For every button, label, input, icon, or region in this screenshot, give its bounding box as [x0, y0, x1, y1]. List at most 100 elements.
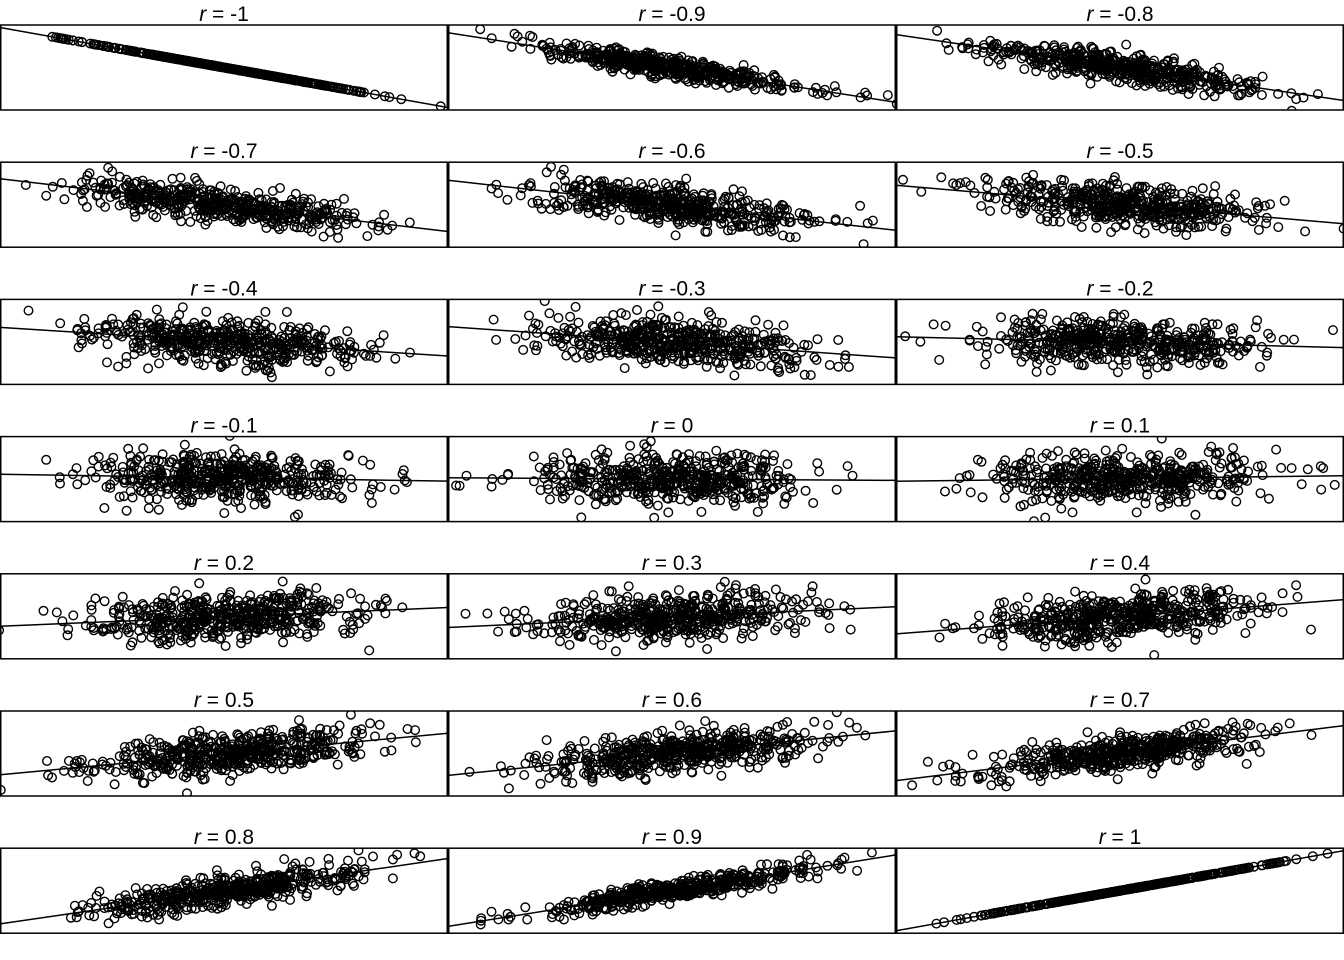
- data-point: [264, 352, 275, 363]
- data-point: [1131, 328, 1142, 339]
- data-point: [731, 199, 742, 210]
- data-point: [247, 337, 258, 348]
- data-point: [808, 87, 819, 98]
- data-point: [1210, 181, 1221, 192]
- data-point: [56, 177, 67, 188]
- data-point: [963, 37, 974, 48]
- data-point: [1085, 78, 1096, 89]
- data-point: [794, 208, 805, 219]
- data-point: [670, 68, 681, 79]
- data-point: [524, 310, 535, 321]
- data-point: [758, 329, 769, 340]
- data-point: [1054, 216, 1065, 227]
- data-point: [753, 225, 764, 236]
- data-point: [202, 215, 213, 226]
- data-point: [1047, 186, 1058, 197]
- data-point: [174, 351, 185, 362]
- data-point: [502, 194, 513, 205]
- data-point: [201, 306, 212, 317]
- data-point: [679, 182, 690, 193]
- data-point: [597, 320, 608, 331]
- data-point: [198, 360, 209, 371]
- data-point: [216, 459, 227, 470]
- scatter-panel: r = -0.4: [0, 277, 448, 386]
- data-point: [192, 341, 203, 352]
- data-point: [235, 199, 246, 210]
- data-point: [649, 344, 660, 355]
- data-point: [1067, 349, 1078, 360]
- data-point: [320, 490, 331, 501]
- panel-title-prefix: r: [1086, 3, 1094, 26]
- data-point: [654, 57, 665, 68]
- data-point: [121, 505, 132, 516]
- panel-title: r = -0.6: [638, 140, 705, 163]
- data-point: [242, 355, 253, 366]
- data-point: [557, 341, 568, 352]
- data-point: [1137, 181, 1148, 192]
- data-point: [167, 173, 178, 184]
- data-point: [276, 343, 287, 354]
- data-point: [734, 335, 745, 346]
- data-point: [780, 335, 791, 346]
- data-point: [699, 347, 710, 358]
- data-point: [609, 62, 620, 73]
- data-point: [1250, 322, 1261, 333]
- data-point: [1019, 64, 1030, 75]
- data-point: [1183, 88, 1194, 99]
- data-point: [177, 341, 188, 352]
- data-point: [656, 312, 667, 323]
- data-point: [934, 354, 945, 365]
- data-point: [989, 186, 1000, 197]
- data-point: [243, 317, 254, 328]
- data-point: [1160, 360, 1171, 371]
- data-point: [41, 190, 52, 201]
- data-point: [612, 196, 623, 207]
- data-point: [286, 485, 297, 496]
- data-point: [1079, 51, 1090, 62]
- data-point: [1163, 349, 1174, 360]
- data-point: [1096, 196, 1107, 207]
- data-point: [1056, 324, 1067, 335]
- data-point: [1055, 348, 1066, 359]
- data-point: [1236, 88, 1247, 99]
- data-point: [88, 177, 99, 188]
- data-point: [118, 491, 129, 502]
- data-point: [778, 320, 789, 331]
- panel-frame: [896, 24, 1344, 111]
- data-point: [1035, 314, 1046, 325]
- data-point: [1252, 315, 1263, 326]
- data-point: [1149, 354, 1160, 365]
- data-point: [1150, 187, 1161, 198]
- panel-title-value: -0.5: [1117, 140, 1153, 163]
- data-point: [365, 459, 376, 470]
- data-point: [121, 174, 132, 185]
- data-point: [536, 203, 547, 214]
- data-point: [570, 301, 581, 312]
- data-point: [1119, 321, 1130, 332]
- data-point: [1068, 186, 1079, 197]
- data-point: [113, 361, 124, 372]
- data-point: [241, 365, 252, 376]
- data-point: [195, 199, 206, 210]
- data-point: [1035, 213, 1046, 224]
- data-point: [373, 221, 384, 232]
- data-point: [750, 315, 761, 326]
- data-point: [1253, 224, 1264, 235]
- panel-title: r = -0.5: [1086, 140, 1153, 163]
- data-point: [221, 319, 232, 330]
- data-point: [943, 44, 954, 55]
- data-point: [1026, 197, 1037, 208]
- data-point: [587, 321, 598, 332]
- data-point: [102, 463, 113, 474]
- data-point: [349, 347, 360, 358]
- data-point: [99, 184, 110, 195]
- data-point: [704, 332, 715, 343]
- data-point: [725, 208, 736, 219]
- data-point: [1234, 90, 1245, 101]
- data-point: [1080, 55, 1091, 66]
- data-point: [971, 44, 982, 55]
- data-point: [518, 344, 529, 355]
- data-point: [20, 179, 31, 190]
- data-point: [1254, 361, 1265, 372]
- data-point: [1251, 197, 1262, 208]
